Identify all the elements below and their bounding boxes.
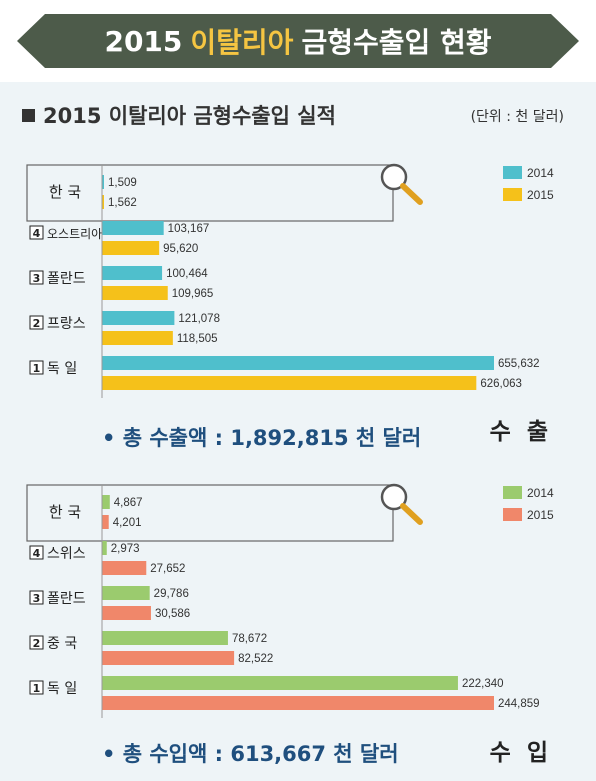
export-bar-2014-2 bbox=[102, 266, 163, 280]
import-bar-2014-2 bbox=[102, 586, 150, 600]
magnifier-icon bbox=[380, 483, 423, 525]
section-heading-text: 2015 이탈리아 금형수출입 실적 bbox=[43, 104, 336, 128]
export-value-label-2014-2: 100,464 bbox=[166, 268, 208, 280]
export-category-label-2: 폴란드 bbox=[47, 271, 86, 287]
import-bar-2015-0 bbox=[102, 515, 109, 529]
title-rest: 금형수출입 현황 bbox=[301, 26, 492, 59]
export-bar-2015-2 bbox=[102, 286, 168, 300]
import-value-label-2014-1: 2,973 bbox=[111, 543, 140, 555]
import-bar-2015-2 bbox=[102, 606, 151, 620]
import-value-label-2015-2: 30,586 bbox=[155, 608, 190, 620]
export-bar-2015-4 bbox=[102, 376, 477, 390]
magnifier-icon bbox=[380, 163, 423, 205]
import-bar-2015-4 bbox=[102, 696, 494, 710]
import-legend-swatch-2015 bbox=[503, 508, 522, 521]
import-rank-box-2 bbox=[29, 590, 44, 605]
export-value-label-2014-3: 121,078 bbox=[178, 313, 220, 325]
export-rank-box-3 bbox=[29, 315, 44, 330]
import-value-label-2015-4: 244,859 bbox=[498, 698, 540, 710]
export-rank-number-3: 2 bbox=[33, 317, 41, 330]
import-rank-number-1: 4 bbox=[33, 547, 41, 560]
import-rank-number-2: 3 bbox=[33, 592, 41, 605]
export-section-label: 수 출 bbox=[489, 419, 552, 445]
import-bar-2014-4 bbox=[102, 676, 458, 690]
export-rank-box-4 bbox=[29, 360, 44, 375]
export-total-text: • 총 수출액 : 1,892,815 천 달러 bbox=[102, 426, 422, 450]
import-value-label-2014-0: 4,867 bbox=[114, 497, 143, 509]
magnifier-handle bbox=[400, 183, 423, 205]
magnifier-lens bbox=[380, 163, 408, 191]
import-legend-label-2015: 2015 bbox=[527, 508, 554, 522]
bullet-square-icon bbox=[22, 108, 35, 122]
import-section-label: 수 입 bbox=[489, 740, 552, 766]
export-rank-number-2: 3 bbox=[33, 272, 41, 285]
export-category-label-4: 독 일 bbox=[47, 361, 77, 377]
export-value-label-2015-4: 626,063 bbox=[480, 378, 522, 390]
export-value-label-2015-2: 109,965 bbox=[172, 288, 214, 300]
import-highlight-box bbox=[26, 484, 394, 542]
export-highlight-box bbox=[26, 164, 394, 222]
export-bar-2015-3 bbox=[102, 331, 173, 345]
export-bar-2014-1 bbox=[102, 221, 164, 235]
import-category-label-4: 독 일 bbox=[47, 681, 77, 697]
export-legend-label-2014: 2014 bbox=[527, 166, 554, 180]
import-rank-box-1 bbox=[29, 545, 44, 560]
export-bar-2015-0 bbox=[102, 195, 104, 209]
export-value-label-2014-0: 1,509 bbox=[108, 177, 137, 189]
export-legend-swatch-2014 bbox=[503, 166, 522, 179]
export-value-label-2015-0: 1,562 bbox=[108, 197, 137, 209]
import-category-label-1: 스위스 bbox=[47, 546, 86, 562]
import-rank-number-3: 2 bbox=[33, 637, 41, 650]
export-category-label-3: 프랑스 bbox=[47, 316, 86, 332]
page-title-banner: 2015 이탈리아 금형수출입 현황 bbox=[17, 14, 579, 68]
title-year: 2015 bbox=[104, 24, 183, 58]
export-category-label-0: 한 국 bbox=[49, 183, 82, 201]
import-bar-2014-1 bbox=[102, 541, 107, 555]
export-chart: 2014 2015 한 국 1,509 1,562 4 오스트리아 103,167 95,620… bbox=[26, 163, 554, 398]
unit-label: (단위 : 천 달러) bbox=[470, 109, 564, 125]
import-total-text: • 총 수입액 : 613,667 천 달러 bbox=[102, 742, 399, 766]
export-bar-2014-4 bbox=[102, 356, 494, 370]
magnifier-handle bbox=[400, 503, 423, 525]
import-chart: 2014 2015 한 국 4,867 4,201 4 스위스 2,973 27,652 3 폴란드… bbox=[26, 483, 554, 718]
export-bar-2014-0 bbox=[102, 175, 104, 189]
import-total: • 총 수입액 : 613,667 천 달러 bbox=[102, 738, 399, 768]
export-legend-swatch-2015 bbox=[503, 188, 522, 201]
import-value-label-2015-0: 4,201 bbox=[113, 517, 142, 529]
export-total: • 총 수출액 : 1,892,815 천 달러 bbox=[102, 422, 421, 452]
export-rank-number-1: 4 bbox=[33, 227, 41, 240]
import-category-label-3: 중 국 bbox=[47, 636, 77, 652]
import-rank-box-4 bbox=[29, 680, 44, 695]
export-legend-label-2015: 2015 bbox=[527, 188, 554, 202]
export-category-label-1: 오스트리아 bbox=[47, 227, 102, 241]
export-bar-2014-3 bbox=[102, 311, 175, 325]
import-value-label-2014-3: 78,672 bbox=[232, 633, 267, 645]
import-value-label-2015-1: 27,652 bbox=[150, 563, 185, 575]
import-value-label-2014-2: 29,786 bbox=[154, 588, 189, 600]
export-rank-box-2 bbox=[29, 270, 44, 285]
magnifier-lens bbox=[380, 483, 408, 511]
import-bar-2014-3 bbox=[102, 631, 228, 645]
import-value-label-2014-4: 222,340 bbox=[462, 678, 504, 690]
import-bar-2015-3 bbox=[102, 651, 235, 665]
import-legend-label-2014: 2014 bbox=[527, 486, 554, 500]
export-value-label-2015-1: 95,620 bbox=[163, 243, 198, 255]
section-heading: 2015 이탈리아 금형수출입 실적 bbox=[22, 100, 336, 130]
export-value-label-2014-4: 655,632 bbox=[498, 358, 540, 370]
import-value-label-2015-3: 82,522 bbox=[238, 653, 273, 665]
import-bar-2014-0 bbox=[102, 495, 110, 509]
import-rank-number-4: 1 bbox=[33, 682, 41, 695]
export-value-label-2015-3: 118,505 bbox=[177, 333, 218, 345]
export-value-label-2014-1: 103,167 bbox=[168, 223, 210, 235]
import-category-label-0: 한 국 bbox=[49, 503, 82, 521]
import-rank-box-3 bbox=[29, 635, 44, 650]
export-bar-2015-1 bbox=[102, 241, 160, 255]
title-country: 이탈리아 bbox=[190, 26, 294, 59]
header-banner-area: 2015 이탈리아 금형수출입 현황 bbox=[0, 0, 596, 82]
export-rank-box-1 bbox=[29, 225, 44, 240]
import-category-label-2: 폴란드 bbox=[47, 591, 86, 607]
import-bar-2015-1 bbox=[102, 561, 147, 575]
import-legend-swatch-2014 bbox=[503, 486, 522, 499]
export-rank-number-4: 1 bbox=[33, 362, 41, 375]
